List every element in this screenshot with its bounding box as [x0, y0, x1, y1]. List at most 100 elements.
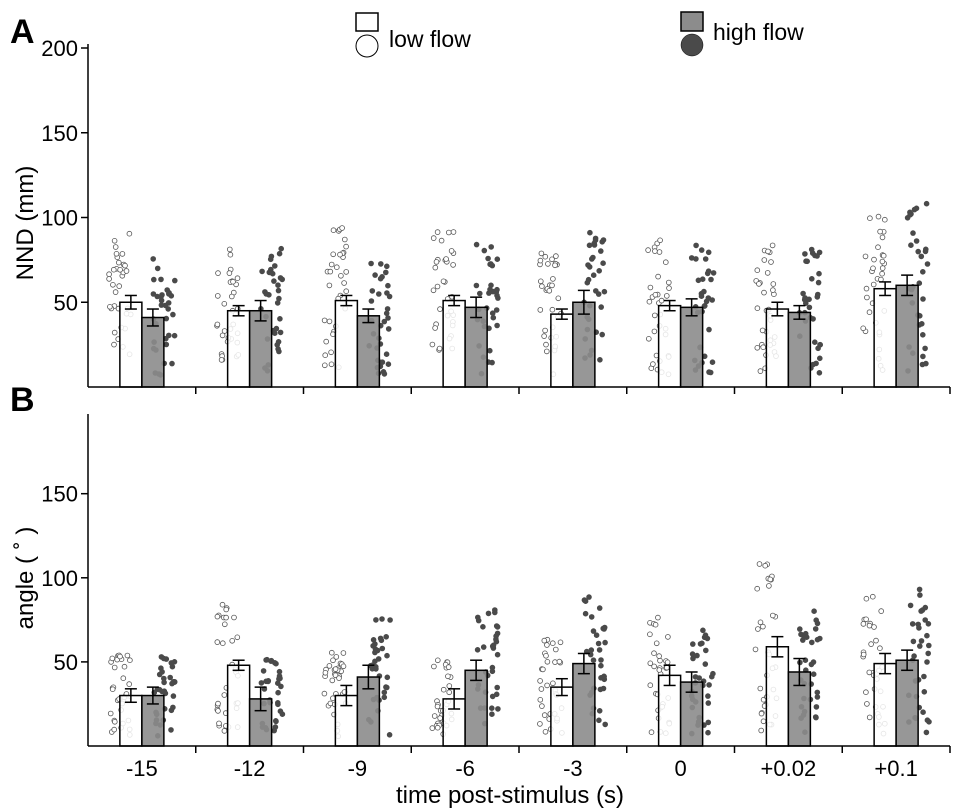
high-flow-dot: [273, 325, 280, 332]
high-flow-dot: [588, 647, 595, 653]
x-tick-label: -15: [126, 756, 158, 781]
panel-b-axes: [81, 414, 951, 753]
low-flow-dot: [434, 724, 441, 731]
legend-high-bar-swatch: [680, 11, 704, 32]
low-flow-dot: [870, 265, 876, 272]
high-flow-dot: [590, 254, 596, 261]
low-flow-dot: [656, 653, 662, 659]
high-flow-dot: [489, 262, 496, 269]
low-flow-dot: [328, 649, 335, 656]
high-flow-dot: [162, 690, 169, 697]
high-flow-dot: [385, 361, 392, 368]
low-flow-dot: [757, 685, 764, 692]
low-flow-dot: [111, 341, 117, 348]
low-flow-dot: [652, 291, 659, 298]
low-flow-dot: [759, 327, 766, 334]
high-flow-dot: [913, 238, 920, 244]
panel-letter-b: B: [10, 381, 35, 419]
low-flow-dot: [434, 229, 441, 235]
panel-a-bars: [119, 284, 919, 388]
high-flow-dot: [810, 361, 816, 368]
low-flow-dot: [109, 655, 116, 662]
high-flow-bar: [572, 662, 596, 747]
low-flow-dot: [215, 708, 221, 714]
low-flow-dot: [860, 651, 867, 658]
high-flow-dot: [924, 717, 931, 723]
high-flow-dot: [601, 673, 607, 680]
low-flow-dot: [553, 253, 559, 259]
low-flow-dot: [321, 362, 328, 369]
high-flow-dot: [271, 330, 278, 337]
high-flow-dot: [808, 275, 815, 282]
low-flow-dot: [112, 718, 118, 725]
high-flow-dot: [585, 262, 591, 268]
low-flow-bar: [119, 301, 143, 388]
low-flow-dot: [651, 650, 657, 656]
high-flow-dot: [489, 711, 495, 717]
high-flow-dot: [381, 318, 388, 325]
high-flow-dot: [387, 617, 393, 623]
low-flow-dot: [339, 225, 345, 231]
panel-a-ylabel: NND (mm): [12, 166, 39, 281]
high-flow-dot: [384, 652, 390, 659]
low-flow-dot: [432, 264, 439, 271]
high-flow-dot: [383, 684, 390, 691]
high-flow-dot: [375, 291, 382, 297]
low-flow-dot: [877, 645, 883, 651]
low-flow-dot: [440, 278, 447, 285]
high-flow-dot: [584, 279, 591, 286]
low-flow-dot: [336, 675, 342, 681]
high-flow-dot: [811, 608, 817, 614]
high-flow-dot: [602, 721, 608, 728]
low-flow-dot: [106, 271, 112, 278]
high-flow-bar: [248, 309, 273, 388]
high-flow-dot: [494, 684, 501, 691]
high-flow-dot: [474, 646, 481, 653]
high-flow-dot: [916, 625, 922, 631]
high-flow-dot: [924, 632, 930, 639]
low-flow-dot: [229, 637, 236, 644]
high-flow-dot: [923, 360, 929, 367]
low-flow-bar: [119, 694, 143, 747]
high-flow-dot: [813, 704, 820, 710]
low-flow-dot: [122, 262, 128, 269]
low-flow-dot: [327, 700, 334, 707]
low-flow-dot: [323, 338, 330, 345]
high-flow-dot: [382, 269, 389, 276]
high-flow-dot: [381, 689, 388, 696]
low-flow-dot: [221, 692, 228, 698]
low-flow-dot: [542, 327, 548, 334]
low-flow-dot: [754, 267, 761, 274]
low-flow-dot: [112, 289, 119, 295]
high-flow-dot: [916, 643, 923, 649]
high-flow-dot: [473, 241, 480, 248]
low-flow-dot: [864, 294, 870, 301]
high-flow-dot: [486, 347, 493, 354]
high-flow-dot: [600, 685, 607, 692]
high-flow-dot: [377, 261, 384, 267]
low-flow-dot: [752, 646, 759, 653]
low-flow-dot: [665, 634, 671, 640]
high-flow-dot: [693, 256, 699, 262]
low-flow-dot: [648, 729, 655, 735]
low-flow-dot: [540, 666, 546, 673]
high-flow-dot: [372, 272, 378, 278]
low-flow-dot: [664, 659, 671, 666]
low-flow-dot: [754, 305, 761, 312]
low-flow-dot: [445, 673, 451, 680]
low-flow-dot: [343, 288, 350, 295]
high-flow-dot: [268, 253, 275, 260]
low-flow-dot: [647, 682, 654, 688]
low-flow-dot: [340, 650, 347, 656]
high-flow-dot: [600, 260, 606, 267]
high-flow-dot: [925, 650, 931, 657]
low-flow-dot: [227, 251, 234, 258]
high-flow-dot: [379, 616, 385, 622]
high-flow-dot: [490, 314, 497, 321]
legend-low-bar-swatch: [355, 12, 379, 32]
low-flow-dot: [537, 678, 543, 684]
low-flow-dot: [868, 641, 874, 647]
high-flow-dot: [263, 678, 269, 685]
low-flow-dot: [550, 680, 556, 687]
low-flow-dot: [875, 213, 882, 220]
